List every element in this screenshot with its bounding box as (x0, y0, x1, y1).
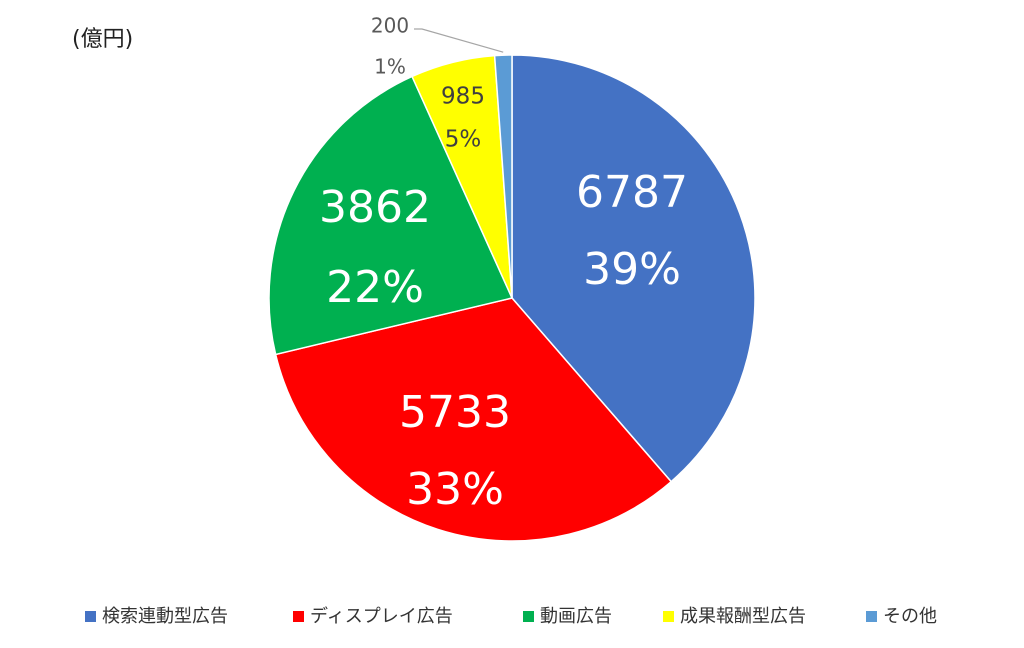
percent-label: 1% (374, 55, 406, 79)
pie-slice (274, 297, 673, 542)
data-label: 985 (441, 84, 485, 110)
legend-swatch (85, 611, 96, 622)
percent-label: 22% (326, 262, 424, 313)
leader-line (414, 28, 504, 53)
legend-label: 成果報酬型広告 (680, 606, 806, 627)
percent-label: 33% (406, 464, 504, 515)
pie-slice (511, 54, 756, 483)
data-label: 6787 (576, 167, 688, 218)
legend-swatch (866, 611, 877, 622)
pie-slice (493, 54, 513, 299)
legend-label: 検索連動型広告 (102, 606, 228, 627)
legend-swatch (293, 611, 304, 622)
percent-label: 5% (445, 127, 482, 153)
data-label: 5733 (399, 387, 511, 438)
legend-swatch (523, 611, 534, 622)
legend-label: ディスプレイ広告 (310, 606, 453, 627)
data-label: 3862 (319, 182, 431, 233)
percent-label: 39% (583, 244, 681, 295)
pie-slice (268, 75, 514, 356)
unit-label: (億円) (72, 27, 133, 52)
data-label: 200 (371, 14, 409, 38)
legend-swatch (663, 611, 674, 622)
legend-label: 動画広告 (540, 606, 612, 627)
legend-label: その他 (883, 606, 937, 627)
